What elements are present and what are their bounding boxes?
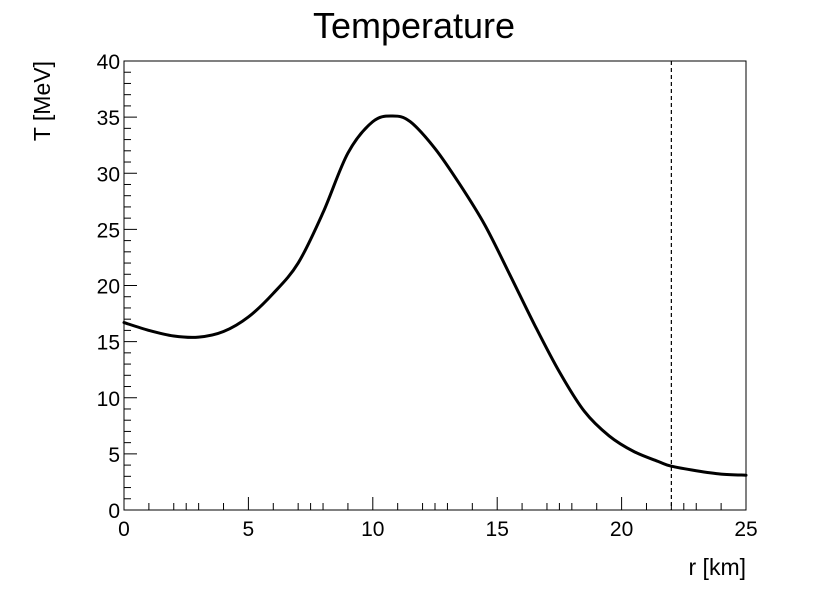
y-tick-label: 15: [97, 332, 120, 355]
y-tick-label: 40: [97, 51, 120, 74]
y-tick-label: 5: [108, 444, 120, 467]
x-tick-label: 20: [610, 518, 633, 541]
y-tick-label: 25: [97, 219, 120, 242]
plot-frame: [123, 60, 747, 511]
x-tick-label: 0: [118, 518, 130, 541]
temperature-curve: [122, 114, 748, 477]
axis-ticks: [123, 60, 747, 511]
x-axis-label: r [km]: [689, 554, 747, 580]
x-tick-label: 25: [734, 518, 757, 541]
y-axis-label: T [MeV]: [29, 61, 55, 141]
y-tick-label: 0: [108, 500, 120, 523]
y-tick-label: 35: [97, 107, 120, 130]
x-tick-label: 5: [243, 518, 255, 541]
y-tick-label: 20: [97, 276, 120, 299]
axis-tick-labels: 0 5 10 15 20 25 0 5 10 15 20 25 30 35 40: [97, 51, 758, 541]
x-tick-label: 10: [361, 518, 384, 541]
y-tick-label: 30: [97, 163, 120, 186]
y-tick-label: 10: [97, 388, 120, 411]
chart-title: Temperature: [313, 5, 515, 46]
x-tick-label: 15: [486, 518, 509, 541]
